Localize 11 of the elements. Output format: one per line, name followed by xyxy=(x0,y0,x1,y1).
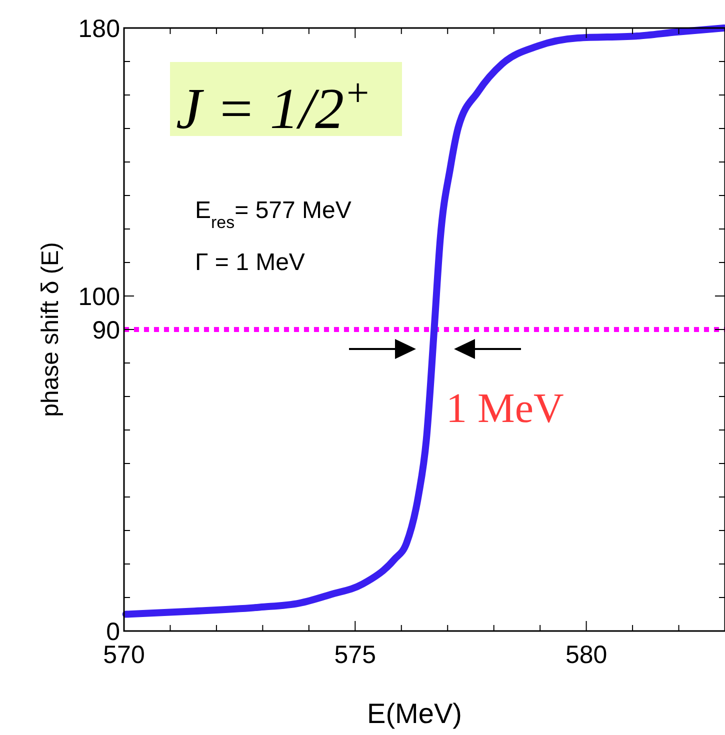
x-axis-title: E(MeV) xyxy=(367,698,462,729)
x-tick-label: 575 xyxy=(334,641,376,669)
annotation: Γ = 1 MeV xyxy=(195,249,305,276)
y-tick-label: 180 xyxy=(78,15,120,43)
annotation: 1 MeV xyxy=(446,386,564,432)
y-tick-label: 100 xyxy=(78,283,120,311)
annotation: E$_{res}$= 577 MeV xyxy=(195,197,352,232)
y-tick-label: 90 xyxy=(92,316,120,344)
annotation: J = 1/2$^{+}$ xyxy=(176,70,371,141)
y-axis-title: phase shift δ (E) xyxy=(37,242,64,417)
x-tick-label: 580 xyxy=(565,641,608,669)
